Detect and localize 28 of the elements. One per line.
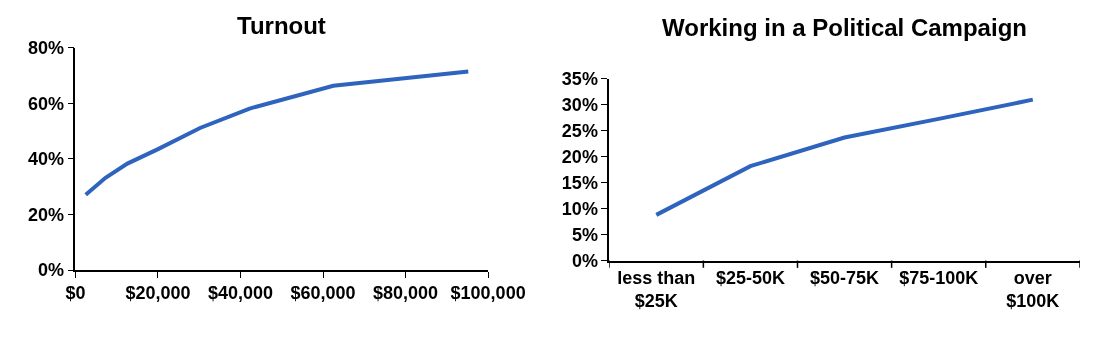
- line-series: [83, 69, 471, 197]
- x-tick-label: $75-100K: [899, 267, 979, 288]
- y-tick-label: 0%: [38, 260, 65, 281]
- x-tick-label: over $100K: [1006, 267, 1060, 312]
- x-tick-label: $40,000: [207, 283, 274, 304]
- y-tick-label: 40%: [28, 149, 65, 170]
- x-tick-label: $100,000: [450, 283, 526, 304]
- y-tick-label: 0%: [571, 250, 598, 271]
- line-series: [654, 97, 1035, 217]
- y-tick-label: 80%: [28, 38, 65, 58]
- y-tick-label: 5%: [571, 224, 598, 245]
- x-tick-label: $25-50K: [715, 267, 785, 288]
- x-tick-label: $0: [65, 283, 86, 304]
- y-tick-label: 20%: [561, 147, 598, 168]
- y-tick-label: 15%: [561, 173, 598, 194]
- y-tick-label: 20%: [28, 204, 65, 225]
- chart-title: Working in a Political Campaign: [662, 14, 1027, 41]
- chart-title: Turnout: [237, 12, 326, 39]
- x-tick-label: $60,000: [290, 283, 356, 304]
- y-tick-label: 10%: [561, 198, 598, 219]
- y-tick-label: 30%: [561, 95, 598, 116]
- y-tick-label: 35%: [561, 69, 598, 90]
- x-tick-label: $50-75K: [810, 267, 880, 288]
- x-tick-label: $80,000: [373, 283, 439, 304]
- x-tick-label: less than $25K: [617, 267, 696, 312]
- x-tick-label: $20,000: [125, 283, 191, 304]
- y-tick-label: 25%: [561, 121, 598, 142]
- y-tick-label: 60%: [28, 93, 65, 114]
